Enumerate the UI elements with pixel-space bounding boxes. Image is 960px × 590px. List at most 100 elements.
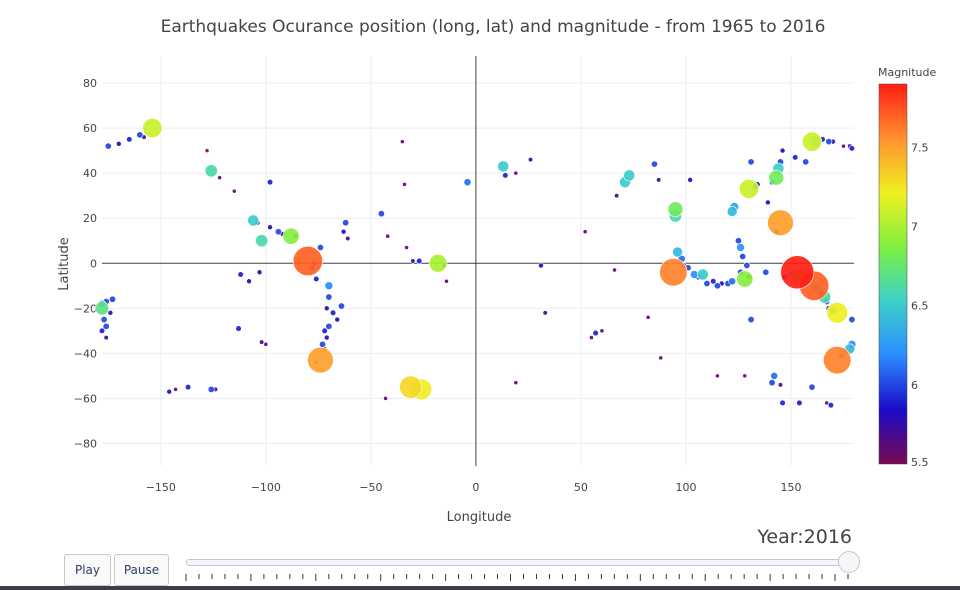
earthquake-point[interactable]	[235, 325, 242, 332]
earthquake-point[interactable]	[292, 245, 323, 277]
earthquake-point[interactable]	[739, 253, 747, 260]
earthquake-point[interactable]	[256, 269, 263, 276]
earthquake-point[interactable]	[399, 375, 423, 399]
earthquake-point[interactable]	[444, 278, 449, 284]
earthquake-point[interactable]	[107, 309, 114, 316]
earthquake-point[interactable]	[826, 302, 848, 324]
earthquake-point[interactable]	[126, 136, 133, 143]
earthquake-point[interactable]	[768, 169, 785, 186]
earthquake-point[interactable]	[703, 280, 711, 288]
earthquake-point[interactable]	[115, 141, 122, 147]
earthquake-point[interactable]	[768, 379, 776, 387]
earthquake-point[interactable]	[94, 301, 110, 316]
earthquake-point[interactable]	[307, 346, 334, 374]
earthquake-point[interactable]	[325, 293, 333, 301]
earthquake-point[interactable]	[204, 148, 210, 153]
earthquake-point[interactable]	[513, 380, 519, 386]
earthquake-point[interactable]	[383, 396, 388, 401]
earthquake-point[interactable]	[645, 314, 651, 320]
earthquake-point[interactable]	[231, 188, 237, 194]
earthquake-point[interactable]	[726, 206, 738, 217]
earthquake-point[interactable]	[779, 399, 786, 407]
earthquake-point[interactable]	[780, 255, 815, 290]
earthquake-point[interactable]	[599, 328, 605, 334]
earthquake-point[interactable]	[502, 172, 509, 179]
earthquake-point[interactable]	[650, 160, 658, 168]
earthquake-point[interactable]	[614, 193, 620, 199]
earthquake-point[interactable]	[345, 235, 351, 242]
earthquake-point[interactable]	[715, 373, 720, 379]
earthquake-point[interactable]	[582, 229, 588, 235]
earthquake-point[interactable]	[527, 157, 534, 163]
earthquake-point[interactable]	[765, 199, 771, 206]
earthquake-point[interactable]	[743, 262, 751, 269]
earthquake-point[interactable]	[825, 138, 833, 146]
earthquake-point[interactable]	[342, 219, 350, 227]
earthquake-point[interactable]	[802, 158, 810, 166]
earthquake-point[interactable]	[736, 270, 754, 288]
earthquake-point[interactable]	[796, 399, 803, 407]
earthquake-point[interactable]	[334, 316, 341, 323]
earthquake-point[interactable]	[377, 210, 385, 218]
earthquake-point[interactable]	[672, 246, 683, 258]
earthquake-point[interactable]	[767, 209, 794, 236]
earthquake-point[interactable]	[109, 295, 116, 303]
earthquake-point[interactable]	[102, 322, 110, 330]
earthquake-point[interactable]	[410, 258, 416, 264]
earthquake-point[interactable]	[329, 309, 337, 316]
earthquake-point[interactable]	[667, 201, 684, 217]
earthquake-point[interactable]	[792, 154, 799, 161]
earthquake-point[interactable]	[263, 341, 269, 347]
earthquake-point[interactable]	[204, 164, 218, 178]
earthquake-point[interactable]	[623, 169, 636, 182]
earthquake-point[interactable]	[325, 322, 333, 330]
year-slider-track[interactable]	[186, 559, 850, 566]
earthquake-point[interactable]	[742, 373, 748, 379]
earthquake-point[interactable]	[324, 281, 334, 291]
earthquake-point[interactable]	[728, 277, 737, 286]
earthquake-point[interactable]	[184, 384, 192, 391]
earthquake-point[interactable]	[713, 282, 721, 290]
earthquake-point[interactable]	[100, 316, 108, 324]
earthquake-point[interactable]	[747, 158, 755, 166]
earthquake-point[interactable]	[542, 310, 548, 316]
earthquake-point[interactable]	[136, 131, 144, 139]
earthquake-point[interactable]	[513, 170, 519, 176]
earthquake-point[interactable]	[321, 327, 328, 334]
earthquake-point[interactable]	[255, 234, 269, 248]
play-button[interactable]: Play	[64, 554, 111, 586]
earthquake-point[interactable]	[777, 382, 784, 388]
earthquake-point[interactable]	[658, 355, 664, 361]
earthquake-point[interactable]	[589, 335, 594, 340]
earthquake-point[interactable]	[710, 278, 717, 285]
earthquake-point[interactable]	[770, 372, 779, 380]
earthquake-point[interactable]	[659, 258, 688, 287]
earthquake-point[interactable]	[739, 178, 759, 199]
earthquake-point[interactable]	[316, 243, 324, 251]
earthquake-point[interactable]	[259, 339, 265, 345]
earthquake-point[interactable]	[98, 327, 106, 334]
earthquake-point[interactable]	[246, 278, 252, 285]
earthquake-point[interactable]	[747, 316, 755, 324]
earthquake-point[interactable]	[103, 335, 109, 341]
earthquake-point[interactable]	[173, 387, 178, 392]
earthquake-point[interactable]	[399, 139, 405, 144]
earthquake-point[interactable]	[656, 177, 662, 183]
earthquake-point[interactable]	[266, 179, 274, 186]
earthquake-point[interactable]	[802, 131, 822, 152]
earthquake-point[interactable]	[779, 147, 786, 154]
earthquake-point[interactable]	[841, 143, 846, 149]
earthquake-point[interactable]	[428, 254, 448, 273]
earthquake-point[interactable]	[166, 388, 173, 395]
earthquake-point[interactable]	[612, 267, 617, 273]
earthquake-point[interactable]	[282, 227, 300, 245]
earthquake-point[interactable]	[237, 271, 244, 278]
earthquake-point[interactable]	[319, 340, 327, 348]
earthquake-point[interactable]	[808, 383, 816, 391]
earthquake-point[interactable]	[687, 177, 693, 183]
earthquake-point[interactable]	[734, 237, 742, 245]
earthquake-point[interactable]	[142, 118, 163, 139]
earthquake-point[interactable]	[313, 275, 320, 283]
earthquake-point[interactable]	[402, 182, 407, 187]
earthquake-point[interactable]	[323, 334, 330, 341]
